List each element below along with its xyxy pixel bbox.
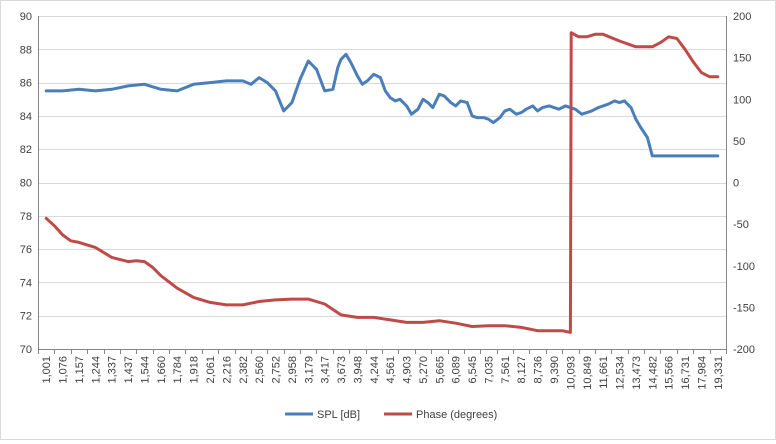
y-left-tick-label: 70 bbox=[20, 344, 32, 356]
x-tick-label: 13,473 bbox=[631, 356, 643, 390]
x-tick-label: 7,561 bbox=[500, 356, 512, 384]
x-tick-label: 1,337 bbox=[107, 356, 119, 384]
y-left-tick-label: 76 bbox=[20, 244, 32, 256]
x-tick-label: 1,544 bbox=[140, 356, 152, 384]
y-right-tick-label: 0 bbox=[733, 178, 739, 190]
axes bbox=[38, 16, 727, 354]
gridlines bbox=[38, 16, 726, 350]
y-right-tick-label: 150 bbox=[733, 53, 751, 65]
x-tick-label: 1,001 bbox=[41, 356, 53, 384]
x-tick-label: 3,673 bbox=[336, 356, 348, 384]
x-tick-label: 4,561 bbox=[385, 356, 397, 384]
x-tick-label: 10,849 bbox=[582, 356, 594, 390]
x-tick-label: 5,270 bbox=[418, 356, 430, 384]
legend-label: Phase (degrees) bbox=[416, 409, 497, 421]
x-tick-label: 1,157 bbox=[74, 356, 86, 384]
y-left-tick-label: 86 bbox=[20, 78, 32, 90]
x-tick-label: 1,784 bbox=[172, 356, 184, 384]
x-tick-label: 2,560 bbox=[254, 356, 266, 384]
series-lines bbox=[44, 31, 720, 334]
x-tick-label: 9,390 bbox=[549, 356, 561, 384]
x-tick-label: 8,736 bbox=[533, 356, 545, 384]
y-left-tick-label: 80 bbox=[20, 178, 32, 190]
y-right-tick-label: -200 bbox=[733, 344, 755, 356]
x-tick-label: 4,244 bbox=[369, 356, 381, 384]
y-right-tick-label: 200 bbox=[733, 11, 751, 23]
x-tick-label: 1,076 bbox=[58, 356, 70, 384]
x-tick-label: 16,731 bbox=[680, 356, 692, 390]
y-left-tick-label: 78 bbox=[20, 211, 32, 223]
x-tick-label: 7,035 bbox=[484, 356, 496, 384]
x-tick-label: 6,089 bbox=[451, 356, 463, 384]
x-tick-label: 2,216 bbox=[221, 356, 233, 384]
x-tick-label: 2,061 bbox=[205, 356, 217, 384]
x-tick-label: 11,661 bbox=[598, 356, 610, 389]
y-right-tick-label: 100 bbox=[733, 94, 751, 106]
series-line-2 bbox=[44, 31, 720, 334]
y-right-tick-label: -150 bbox=[733, 302, 755, 314]
legend-label: SPL [dB] bbox=[317, 409, 360, 421]
x-tick-label: 2,958 bbox=[287, 356, 299, 384]
x-tick-label: 10,093 bbox=[565, 356, 577, 390]
x-tick-label: 8,127 bbox=[516, 356, 528, 384]
x-tick-label: 1,437 bbox=[123, 356, 135, 384]
x-tick-label: 15,566 bbox=[664, 356, 676, 390]
x-tick-label: 14,482 bbox=[647, 356, 659, 390]
x-tick-label: 4,903 bbox=[402, 356, 414, 384]
x-axis-ticks: 1,001 1,076 1,157 1,244 1,337 1,437 1,544 1,660… bbox=[41, 356, 725, 390]
y-left-tick-label: 72 bbox=[20, 311, 32, 323]
y-left-tick-label: 84 bbox=[20, 111, 32, 123]
x-tick-label: 19,331 bbox=[713, 356, 725, 390]
y-right-tick-label: -50 bbox=[733, 219, 749, 231]
x-tick-label: 3,179 bbox=[303, 356, 315, 384]
x-tick-label: 12,534 bbox=[615, 356, 627, 390]
x-tick-label: 6,545 bbox=[467, 356, 479, 384]
series-line-1 bbox=[44, 52, 720, 158]
y-left-tick-label: 74 bbox=[20, 277, 32, 289]
y-left-tick-label: 88 bbox=[20, 44, 32, 56]
y-left-tick-label: 82 bbox=[20, 144, 32, 156]
y-left-tick-label: 90 bbox=[20, 11, 32, 23]
x-tick-label: 1,244 bbox=[90, 356, 102, 384]
x-tick-label: 3,948 bbox=[352, 356, 364, 384]
x-tick-label: 2,382 bbox=[238, 356, 250, 384]
x-tick-label: 1,660 bbox=[156, 356, 168, 384]
y-axis-right-ticks: -200 -150 -100 -50 0 50 100 150 200 bbox=[733, 11, 755, 356]
x-tick-label: 17,984 bbox=[696, 356, 708, 390]
y-right-tick-label: 50 bbox=[733, 136, 745, 148]
y-axis-left-ticks: 70 72 74 76 78 80 82 84 86 88 90 bbox=[20, 11, 32, 356]
x-tick-label: 3,417 bbox=[320, 356, 332, 384]
x-tick-label: 2,752 bbox=[271, 356, 283, 384]
x-tick-label: 5,665 bbox=[434, 356, 446, 384]
legend: SPL [dB] Phase (degrees) bbox=[285, 409, 497, 421]
x-tick-label: 1,918 bbox=[189, 356, 201, 384]
y-right-tick-label: -100 bbox=[733, 261, 755, 273]
